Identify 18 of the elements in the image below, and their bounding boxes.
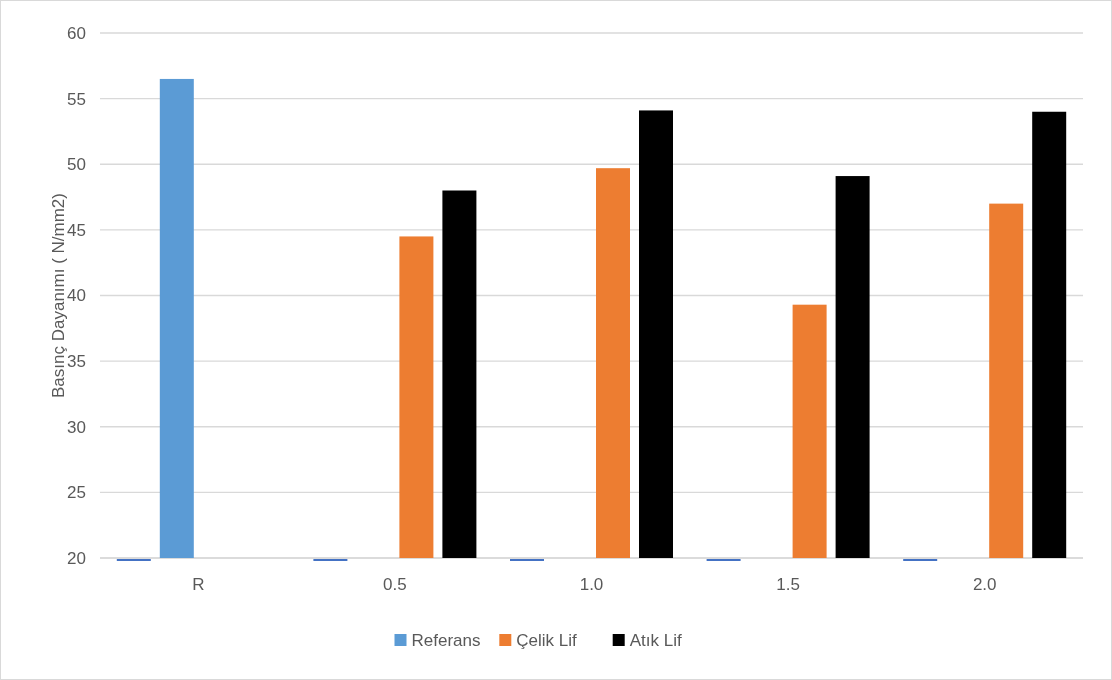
x-tick-label: 1.5: [776, 575, 800, 594]
y-tick-label: 30: [67, 417, 86, 437]
x-tick-label: 1.0: [579, 575, 604, 594]
x-tick-label: R: [192, 575, 205, 594]
legend-label: Atık Lif: [629, 630, 682, 650]
x-tick-label: 0.5: [383, 575, 407, 594]
y-tick-label: 55: [67, 89, 86, 109]
y-tick-label: 35: [67, 352, 86, 372]
y-tick-label: 25: [67, 483, 86, 503]
legend-label: Çelik Lif: [516, 630, 578, 650]
legend-label: Referans: [411, 630, 481, 650]
y-tick-label: 45: [67, 220, 86, 240]
y-tick-label: 50: [67, 155, 86, 175]
y-tick-label: 60: [67, 23, 86, 43]
y-tick-label: 20: [67, 548, 86, 568]
y-axis-title: Basınç Dayanımı ( N/mm2): [49, 193, 68, 398]
y-tick-label: 40: [67, 286, 86, 306]
x-tick-label: 2.0: [972, 575, 997, 594]
